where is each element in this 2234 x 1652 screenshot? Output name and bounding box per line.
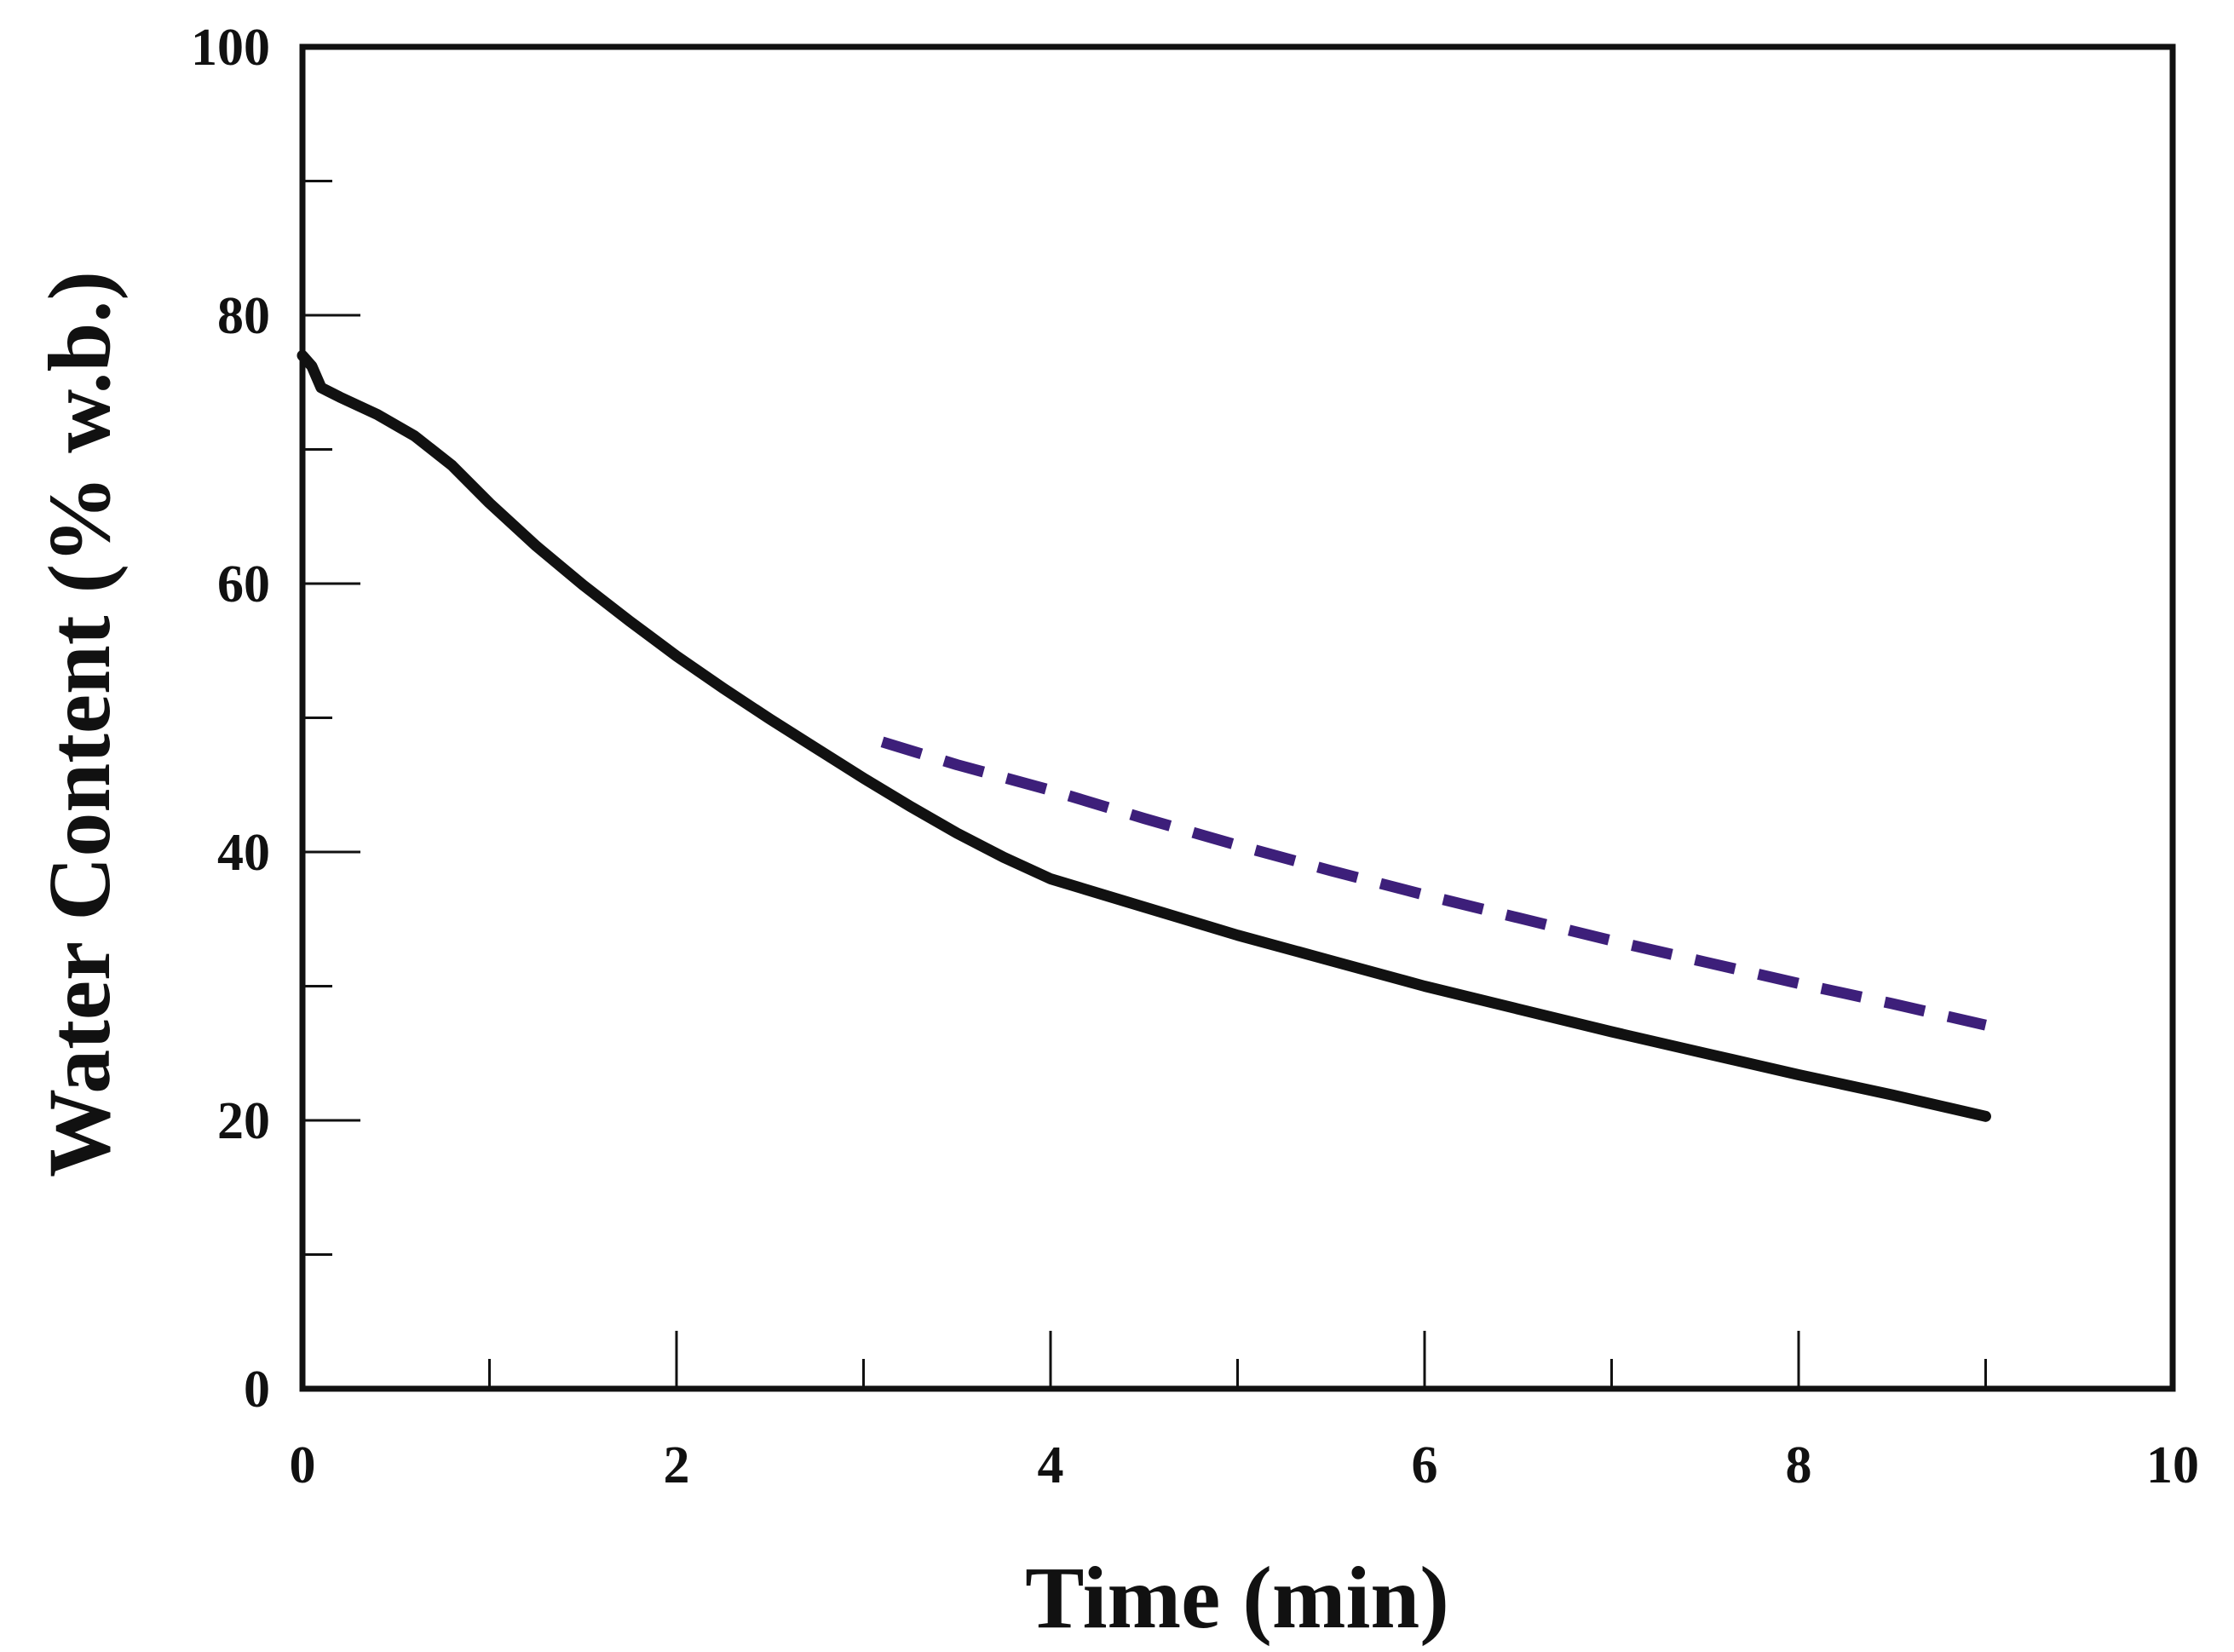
y-tick-label: 0	[244, 1361, 270, 1419]
y-tick-label: 40	[217, 824, 270, 882]
y-tick-label: 100	[191, 19, 270, 77]
plot-area-border	[299, 43, 2176, 1392]
y-tick-label: 20	[217, 1092, 270, 1150]
y-axis: 0 20 40 60 80 100	[191, 19, 360, 1419]
x-tick-label: 6	[1412, 1436, 1438, 1494]
x-axis-title: Time (min)	[1025, 1549, 1449, 1647]
x-tick-label: 4	[1038, 1436, 1064, 1494]
y-tick-label: 80	[217, 287, 270, 345]
x-tick-label: 2	[664, 1436, 690, 1494]
plot-frame	[299, 43, 2176, 1392]
x-axis: 0 2 4 6 8 10	[290, 1331, 2199, 1494]
y-axis-title: Water Content (% w.b.)	[31, 271, 129, 1177]
solid-series-line	[297, 349, 1991, 1122]
x-tick-label: 0	[290, 1436, 316, 1494]
y-tick-label: 60	[217, 555, 270, 613]
series-group	[297, 349, 1991, 1122]
x-tick-label: 10	[2146, 1436, 2199, 1494]
x-tick-label: 8	[1786, 1436, 1812, 1494]
